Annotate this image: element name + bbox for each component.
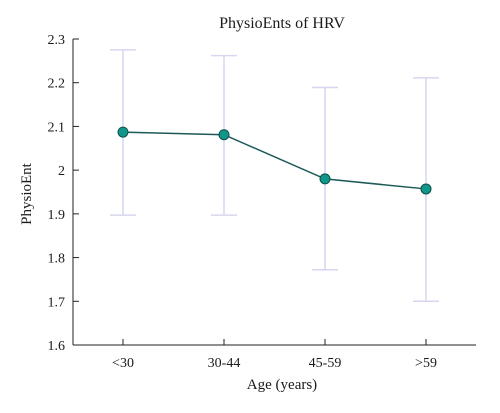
plot-area: 1.6 1.7 1.8 1.9 2 2.1 2.2 2.3 <30 30-44 45-59 >59 (48, 33, 476, 371)
y-tick-label: 2.3 (48, 33, 66, 48)
y-tick-label: 2.2 (48, 77, 66, 92)
data-point (319, 173, 331, 185)
x-axis-label: Age (years) (247, 377, 317, 393)
data-point (420, 183, 432, 195)
y-tick-label: 1.8 (48, 252, 66, 267)
x-tick-label: 45-59 (309, 356, 342, 371)
y-tick-label: 1.7 (48, 295, 66, 310)
y-tick-label: 2.1 (48, 120, 66, 135)
chart-title: PhysioEnts of HRV (219, 15, 345, 32)
y-tick-label: 1.6 (48, 339, 66, 354)
y-tick-label: 2 (58, 164, 65, 179)
y-axis-label: PhysioEnt (19, 162, 35, 225)
y-tick-label: 1.9 (48, 208, 66, 223)
series-line (122, 131, 427, 190)
data-point (117, 126, 129, 138)
data-point (218, 129, 230, 141)
x-tick-label: >59 (415, 356, 437, 371)
x-tick-label: 30-44 (208, 356, 241, 371)
x-tick-label: <30 (112, 356, 134, 371)
